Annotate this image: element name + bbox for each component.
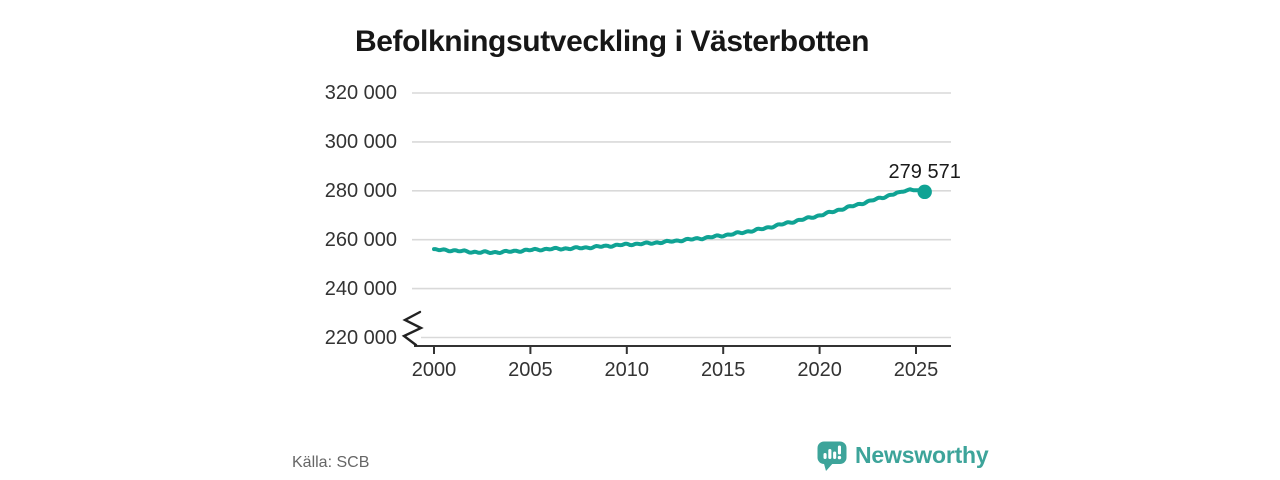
data-point-label: 279 571 xyxy=(888,160,961,183)
x-tick-label: 2025 xyxy=(893,359,939,381)
end-point-dot xyxy=(917,184,932,200)
y-tick-label: 280 000 xyxy=(324,179,397,202)
y-tick-label: 320 000 xyxy=(324,82,397,104)
y-tick-label: 240 000 xyxy=(324,277,397,300)
y-tick-label: 220 000 xyxy=(324,326,397,349)
x-tick-label: 2015 xyxy=(700,359,746,381)
chart-title: Befolkningsutveckling i Västerbotten xyxy=(354,25,870,59)
population-line xyxy=(432,187,927,255)
newsworthy-bubble-chart-icon xyxy=(817,441,847,471)
newsworthy-logo: Newsworthy xyxy=(817,441,989,472)
x-tick-label: 2000 xyxy=(411,359,457,381)
source-credit: Källa: SCB xyxy=(292,454,370,471)
brand-name: Newsworthy xyxy=(855,442,989,468)
y-tick-label: 260 000 xyxy=(324,228,397,251)
axis-break-zigzag-icon xyxy=(401,310,424,347)
y-tick-label: 300 000 xyxy=(324,130,397,153)
x-tick-label: 2020 xyxy=(797,359,842,381)
x-tick-label: 2010 xyxy=(604,359,650,381)
x-tick-label: 2005 xyxy=(508,359,553,381)
